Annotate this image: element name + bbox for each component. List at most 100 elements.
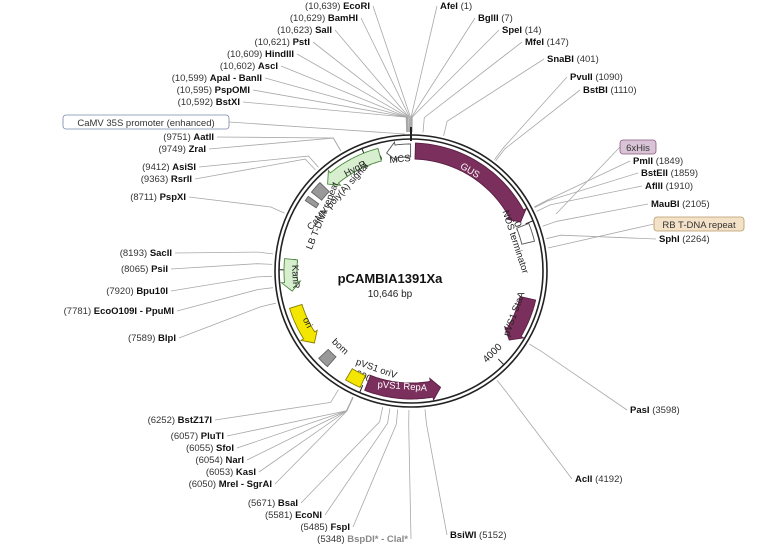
site-position: (10,595)	[177, 85, 212, 96]
callout-leader	[228, 121, 406, 135]
site-label-pmli: PmlI (1849)	[633, 156, 683, 167]
site-label-bglii: BglII (7)	[478, 13, 513, 24]
tick-mark	[359, 385, 364, 393]
site-name: MauBI	[651, 199, 680, 210]
site-leader	[496, 379, 573, 480]
site-position: (14)	[525, 25, 542, 36]
site-label-pvuii: PvuII (1090)	[570, 72, 623, 83]
site-position: (6252)	[148, 415, 175, 426]
feature-ori[interactable]	[289, 303, 318, 344]
site-label-pspomi: (10,595) PspOMI	[177, 85, 250, 96]
site-name: BlpI	[158, 333, 176, 344]
site-name: PasI	[630, 405, 650, 416]
site-leader	[408, 409, 412, 540]
site-label-pasi: PasI (3598)	[630, 405, 680, 416]
site-label-bstz17i: (6252) BstZ17I	[148, 415, 212, 426]
site-leader	[422, 41, 523, 133]
site-label-maubi: MauBI (2105)	[651, 199, 710, 210]
site-label-sfoi: (6055) SfoI	[186, 443, 234, 454]
site-label-bamhi: (10,629) BamHI	[290, 13, 358, 24]
feature-nos-terminator[interactable]	[516, 222, 536, 245]
site-position: (5348)	[317, 534, 344, 545]
site-position: (10,621)	[255, 37, 290, 48]
site-leader	[296, 53, 409, 133]
site-leader	[352, 409, 399, 528]
site-leader	[274, 397, 354, 485]
site-label-sali: (10,623) SalI	[277, 25, 332, 36]
site-position: (6053)	[206, 467, 233, 478]
site-position: (5581)	[265, 510, 292, 521]
site-name: EcoNI	[295, 510, 322, 521]
feature-hygr[interactable]	[327, 147, 382, 186]
callout-label-6xhis: 6xHis	[626, 143, 650, 154]
site-position: (5152)	[479, 530, 506, 541]
site-name: FspI	[330, 522, 350, 533]
site-label-ecoo109i-ppumi: (7781) EcoO109I - PpuMI	[64, 306, 174, 317]
site-position: (9363)	[141, 174, 168, 185]
site-label-zrai: (9749) ZraI	[158, 144, 206, 155]
site-name: NarI	[226, 455, 244, 466]
feature-label-kanr: KanR	[289, 265, 301, 289]
site-leader	[495, 89, 581, 162]
site-name: BglII	[478, 13, 499, 24]
site-name: PsiI	[151, 264, 168, 275]
feature-callouts: CaMV 35S promoter (enhanced) 6xHis RB T-DN…	[62, 114, 745, 249]
site-position: (1859)	[671, 168, 698, 179]
site-labels: (10,639) EcoRI(10,629) BamHI(10,623) Sal…	[64, 1, 710, 545]
site-leader	[360, 17, 410, 133]
site-position: (2105)	[682, 199, 709, 210]
site-name: SpeI	[502, 25, 522, 36]
site-leader	[280, 65, 408, 133]
site-name: SacII	[150, 248, 172, 259]
site-label-rsrii: (9363) RsrII	[141, 174, 192, 185]
site-position: (8711)	[130, 192, 157, 203]
feature-gus[interactable]	[414, 142, 528, 223]
site-label-aatii: (9751) AatII	[163, 132, 214, 143]
site-leader	[170, 275, 273, 292]
feature-bom[interactable]	[318, 348, 337, 368]
site-label-aflii: AflII (1910)	[645, 181, 693, 192]
site-name: AatII	[193, 132, 214, 143]
site-label-econi: (5581) EcoNI	[265, 510, 322, 521]
feature-mcs[interactable]	[385, 140, 412, 162]
site-label-bspdi-clai: (5348) BspDI* - ClaI*	[317, 534, 408, 545]
site-leader	[198, 155, 319, 168]
site-leader	[410, 5, 438, 132]
feature-kanr[interactable]	[280, 258, 302, 292]
plasmid-size: 10,646 bp	[368, 289, 413, 300]
site-leader	[174, 251, 274, 255]
site-position: (6055)	[186, 443, 213, 454]
plasmid-name: pCAMBIA1391Xa	[338, 271, 444, 286]
site-name: MreI - SgrAI	[219, 479, 272, 490]
callout-label-camv-35s-promoter-enhanced: CaMV 35S promoter (enhanced)	[77, 118, 214, 129]
site-position: (147)	[547, 37, 569, 48]
site-label-afei: AfeI (1)	[440, 1, 472, 12]
site-label-mrei-sgrai: (6050) MreI - SgrAI	[189, 479, 272, 490]
feature-pvs1-staa[interactable]	[503, 295, 537, 341]
feature-pvs1-oriv[interactable]	[344, 368, 366, 388]
site-label-snabi: SnaBI (401)	[547, 54, 599, 65]
site-label-ecori: (10,639) EcoRI	[305, 1, 370, 12]
site-name: BstXI	[216, 97, 240, 108]
feature-pvs1-repa[interactable]	[364, 374, 442, 402]
site-position: (5671)	[248, 498, 275, 509]
site-leader	[214, 389, 339, 421]
callout-box-rb-t-dna-repeat[interactable]	[653, 216, 745, 232]
site-name: EcoO109I - PpuMI	[94, 306, 174, 317]
site-leader	[194, 158, 316, 180]
site-label-bpu10i: (7920) Bpu10I	[106, 286, 168, 297]
site-label-pspxi: (8711) PspXI	[130, 192, 186, 203]
feature-camv-poly-a-signal[interactable]	[310, 181, 330, 201]
site-name: Bpu10I	[136, 286, 168, 297]
callout-box-camv-35s-promoter-enhanced[interactable]	[62, 114, 230, 130]
site-label-sphi: SphI (2264)	[659, 234, 710, 245]
feature-lb-t-dna-repeat[interactable]	[304, 195, 320, 209]
site-label-bstxi: (10,592) BstXI	[178, 97, 240, 108]
callout-leader	[547, 223, 655, 249]
callout-box-6xhis[interactable]	[619, 139, 657, 155]
site-leader	[534, 172, 639, 208]
site-name: HindIII	[265, 49, 294, 60]
site-label-spei: SpeI (14)	[502, 25, 542, 36]
site-label-asci: (10,602) AscI	[220, 61, 278, 72]
site-leader	[208, 137, 342, 152]
